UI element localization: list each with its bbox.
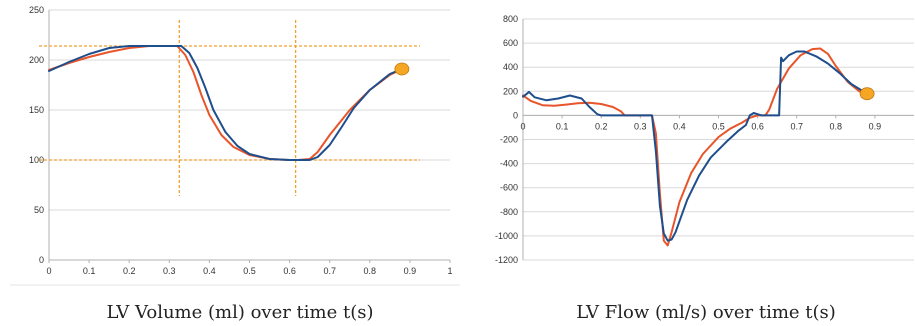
x-tick-label: 0.3 xyxy=(634,121,647,131)
x-tick-label: 0.6 xyxy=(751,121,764,131)
y-tick-label: 0 xyxy=(39,255,44,265)
y-tick-label: 800 xyxy=(503,14,518,24)
x-tick-label: 0.2 xyxy=(123,266,136,276)
x-tick-label: 0.8 xyxy=(364,266,377,276)
y-tick-label: 100 xyxy=(29,155,44,165)
y-tick-label: -1200 xyxy=(495,255,518,265)
x-tick-label: 0.4 xyxy=(673,121,686,131)
x-tick-label: 0.1 xyxy=(556,121,569,131)
x-tick-label: 0.2 xyxy=(595,121,608,131)
x-tick-label: 0.9 xyxy=(869,121,882,131)
x-tick-label: 0 xyxy=(520,121,525,131)
y-tick-label: 600 xyxy=(503,38,518,48)
y-tick-label: 200 xyxy=(29,55,44,65)
y-tick-label: 400 xyxy=(503,62,518,72)
x-tick-label: 0.6 xyxy=(283,266,296,276)
lv-volume-chart: 0 50 100 150 200 250 0 0.1 0.2 0.3 0.4 0.5 0.6 0.7 0.8… xyxy=(29,5,453,276)
y-tick-label: -200 xyxy=(500,135,518,145)
lv-volume-caption: LV Volume (ml) over time t(s) xyxy=(106,302,373,323)
y-tick-label: 200 xyxy=(503,86,518,96)
end-point-marker xyxy=(859,87,875,101)
y-tick-label: -600 xyxy=(500,183,518,193)
x-tick-label: 0.7 xyxy=(323,266,336,276)
x-tick-label: 0.4 xyxy=(203,266,216,276)
x-tick-label: 0.9 xyxy=(404,266,417,276)
x-tick-label: 0.1 xyxy=(83,266,96,276)
y-tick-label: 0 xyxy=(513,110,518,120)
series-line-1 xyxy=(48,45,403,161)
y-tick-label: 250 xyxy=(29,5,44,15)
y-tick-label: -800 xyxy=(500,207,518,217)
x-tick-label: 0.5 xyxy=(243,266,256,276)
x-tick-label: 0.5 xyxy=(712,121,725,131)
y-tick-label: -1000 xyxy=(495,231,518,241)
series-line-2 xyxy=(48,45,403,161)
y-tick-label: 150 xyxy=(29,105,44,115)
x-tick-label: 0.8 xyxy=(830,121,843,131)
lv-flow-chart: -1200-1000-800-600-400-20002004006008000… xyxy=(495,14,914,265)
x-tick-label: 1 xyxy=(447,266,452,276)
end-point-marker xyxy=(394,62,410,76)
y-tick-label: 50 xyxy=(34,205,44,215)
x-tick-label: 0.7 xyxy=(790,121,803,131)
x-tick-label: 0.3 xyxy=(163,266,176,276)
y-tick-label: -400 xyxy=(500,159,518,169)
lv-flow-caption: LV Flow (ml/s) over time t(s) xyxy=(576,302,836,323)
x-tick-label: 0 xyxy=(46,266,51,276)
series-line-2 xyxy=(522,50,869,242)
series-line-1 xyxy=(522,47,869,247)
